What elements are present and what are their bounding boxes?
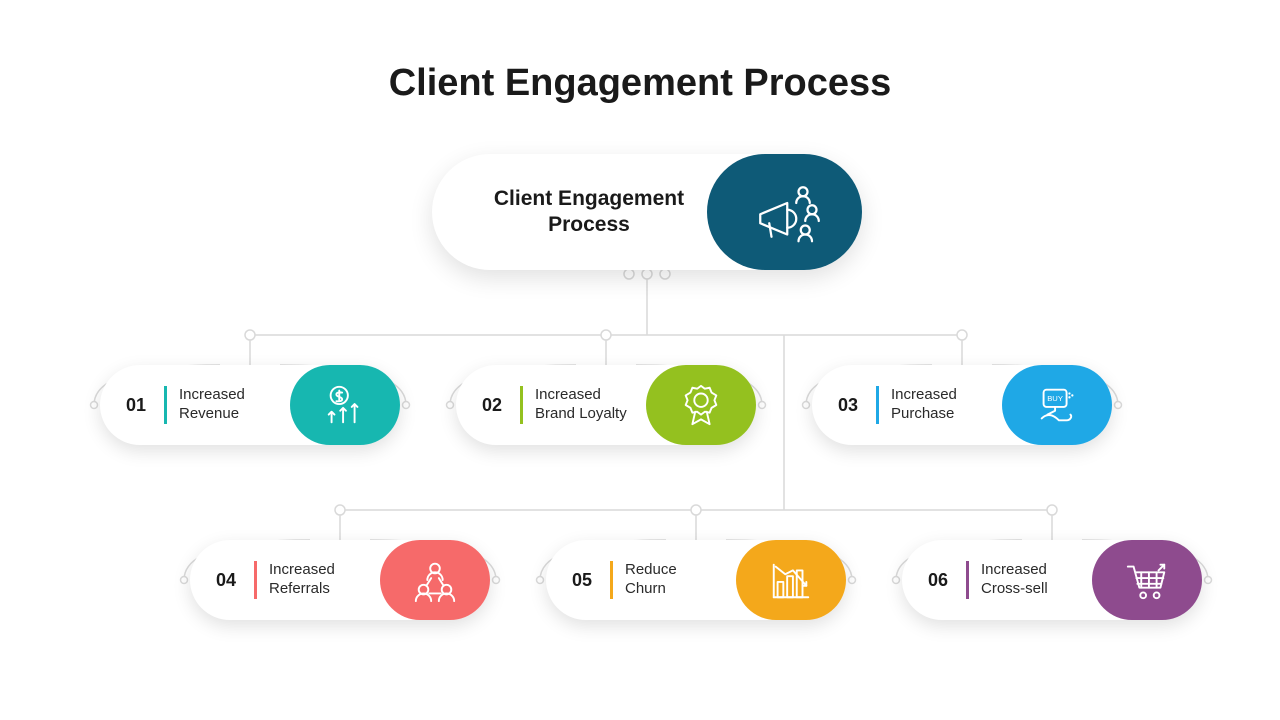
child-accent-bar bbox=[520, 386, 523, 424]
child-accent-bar bbox=[966, 561, 969, 599]
svg-text:BUY: BUY bbox=[1047, 394, 1063, 403]
root-cap bbox=[707, 154, 862, 270]
megaphone-people-icon bbox=[749, 176, 821, 248]
chart-down-icon bbox=[768, 557, 814, 603]
dollar-growth-icon bbox=[322, 382, 368, 428]
child-node-02: 02 IncreasedBrand Loyalty bbox=[456, 365, 756, 445]
child-number: 06 bbox=[928, 570, 960, 591]
child-accent-bar bbox=[164, 386, 167, 424]
child-number: 04 bbox=[216, 570, 248, 591]
child-number: 05 bbox=[572, 570, 604, 591]
child-cap bbox=[646, 365, 756, 445]
child-number: 03 bbox=[838, 395, 870, 416]
child-label: IncreasedReferrals bbox=[269, 561, 389, 599]
child-accent-bar bbox=[876, 386, 879, 424]
award-badge-icon bbox=[678, 382, 724, 428]
child-node-01: 01 IncreasedRevenue bbox=[100, 365, 400, 445]
child-cap bbox=[736, 540, 846, 620]
child-label: IncreasedRevenue bbox=[179, 386, 299, 424]
child-number: 02 bbox=[482, 395, 514, 416]
child-label: IncreasedCross-sell bbox=[981, 561, 1101, 599]
child-node-05: 05 ReduceChurn bbox=[546, 540, 846, 620]
people-network-icon bbox=[412, 557, 458, 603]
buy-phone-icon: BUY bbox=[1034, 382, 1080, 428]
child-cap bbox=[290, 365, 400, 445]
root-label: Client Engagement Process bbox=[484, 186, 694, 239]
child-accent-bar bbox=[254, 561, 257, 599]
child-cap: BUY bbox=[1002, 365, 1112, 445]
child-cap bbox=[380, 540, 490, 620]
child-node-04: 04 IncreasedReferrals bbox=[190, 540, 490, 620]
child-label: IncreasedPurchase bbox=[891, 386, 1011, 424]
child-node-06: 06 IncreasedCross-sell bbox=[902, 540, 1202, 620]
root-node: Client Engagement Process bbox=[432, 154, 862, 270]
page-title: Client Engagement Process bbox=[0, 62, 1280, 105]
child-number: 01 bbox=[126, 395, 158, 416]
child-node-03: BUY 03 IncreasedPurchase bbox=[812, 365, 1112, 445]
child-cap bbox=[1092, 540, 1202, 620]
child-accent-bar bbox=[610, 561, 613, 599]
child-label: IncreasedBrand Loyalty bbox=[535, 386, 655, 424]
shopping-cart-icon bbox=[1124, 557, 1170, 603]
child-label: ReduceChurn bbox=[625, 561, 745, 599]
